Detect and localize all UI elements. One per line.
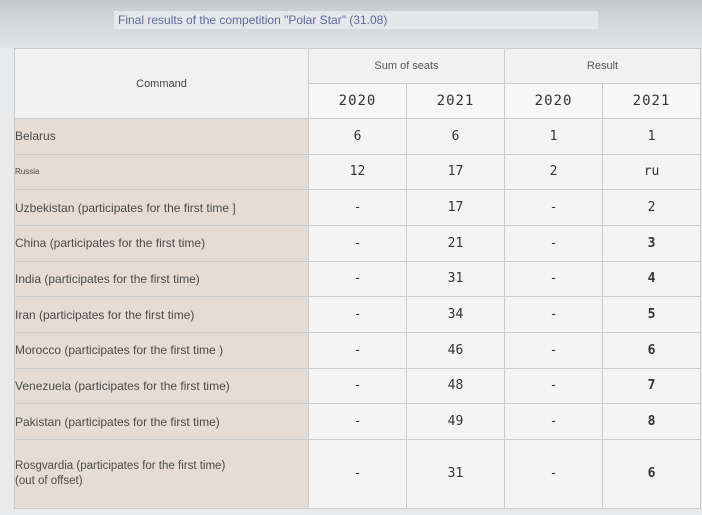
results-table: Command Sum of seats Result 2020 2021 20… — [14, 48, 702, 510]
seats-2020-cell: - — [308, 438, 407, 510]
table-row: China (participates for the first time) … — [14, 224, 702, 262]
seats-2021-cell: 21 — [405, 224, 506, 262]
column-header-command: Command — [14, 48, 309, 119]
result-2021-cell: 5 — [602, 296, 702, 333]
year-header-result-2021: 2021 — [602, 83, 702, 119]
seats-2021-cell: 17 — [405, 189, 506, 226]
result-2021-cell: 8 — [602, 403, 702, 440]
seats-2020-cell: 12 — [308, 153, 407, 191]
seats-2021-cell: 31 — [405, 438, 506, 510]
result-2020-cell: - — [504, 296, 604, 333]
team-name: China (participates for the first time) — [14, 224, 309, 262]
result-2020-cell: - — [504, 331, 604, 369]
table-row: Belarus 6 6 1 1 — [14, 118, 702, 155]
result-2021-cell: 6 — [602, 331, 702, 369]
header-row-years: 2020 2021 2020 2021 — [15, 83, 702, 119]
seats-2020-cell: - — [308, 260, 407, 298]
seats-2020-cell: - — [308, 403, 407, 440]
team-name: Belarus — [14, 118, 309, 155]
column-header-sum-of-seats: Sum of seats — [307, 48, 506, 84]
result-2020-cell: - — [504, 438, 604, 510]
year-header-seats-2020: 2020 — [308, 83, 407, 119]
result-2020-cell: - — [504, 224, 604, 262]
table-row: Pakistan (participates for the first tim… — [14, 403, 702, 440]
table-row: India (participates for the first time) … — [14, 260, 702, 298]
result-2020-cell: 1 — [504, 118, 604, 155]
team-name: Pakistan (participates for the first tim… — [14, 403, 309, 440]
column-header-result: Result — [504, 48, 702, 84]
result-2021-cell: 3 — [602, 224, 702, 262]
team-name: Iran (participates for the first time) — [14, 296, 309, 333]
seats-2021-cell: 46 — [405, 331, 506, 369]
seats-2021-cell: 6 — [405, 118, 506, 155]
year-header-result-2020: 2020 — [504, 83, 604, 119]
team-name: Rosgvardia (participates for the first t… — [14, 438, 309, 510]
table-row: Iran (participates for the first time) -… — [14, 296, 702, 333]
seats-2020-cell: - — [308, 296, 407, 333]
result-2020-cell: 2 — [504, 153, 604, 191]
seats-2020-cell: 6 — [308, 118, 407, 155]
table-row: Venezuela (participates for the first ti… — [14, 367, 702, 405]
page-title: Final results of the competition "Polar … — [114, 11, 598, 29]
team-name-line-1: Rosgvardia (participates for the first t… — [15, 459, 226, 472]
team-name: India (participates for the first time) — [14, 260, 309, 298]
seats-2021-cell: 48 — [405, 367, 506, 405]
result-2021-cell: 4 — [602, 260, 702, 298]
result-2020-cell: - — [504, 367, 604, 405]
result-2021-cell: 7 — [602, 367, 702, 405]
table-row: Morocco (participates for the first time… — [14, 331, 702, 369]
team-name: Venezuela (participates for the first ti… — [14, 367, 309, 405]
seats-2020-cell: - — [308, 367, 407, 405]
table-row: Russia 12 17 2 ru — [14, 153, 702, 191]
team-name: Uzbekistan (participates for the first t… — [14, 189, 309, 226]
result-2020-cell: - — [504, 403, 604, 440]
seats-2020-cell: - — [308, 224, 407, 262]
table-row: Rosgvardia (participates for the first t… — [14, 438, 702, 510]
result-2021-cell: 6 — [602, 438, 702, 510]
seats-2021-cell: 17 — [405, 153, 506, 191]
team-name: Morocco (participates for the first time… — [14, 331, 309, 369]
team-name: Russia — [14, 153, 309, 191]
seats-2020-cell: - — [308, 189, 407, 226]
result-2020-cell: - — [504, 189, 604, 226]
seats-2021-cell: 49 — [405, 403, 506, 440]
header-row-groups: Command Sum of seats Result — [14, 48, 702, 119]
year-header-seats-2021: 2021 — [405, 83, 506, 119]
result-2021-cell: 2 — [602, 189, 702, 226]
result-2021-cell: ru — [602, 153, 702, 191]
seats-2021-cell: 34 — [405, 296, 506, 333]
table-row: Uzbekistan (participates for the first t… — [14, 189, 702, 226]
result-2021-cell: 1 — [602, 118, 702, 155]
team-name-line-2: (out of offset) — [15, 474, 83, 487]
result-2020-cell: - — [504, 260, 604, 298]
seats-2020-cell: - — [308, 331, 407, 369]
seats-2021-cell: 31 — [405, 260, 506, 298]
